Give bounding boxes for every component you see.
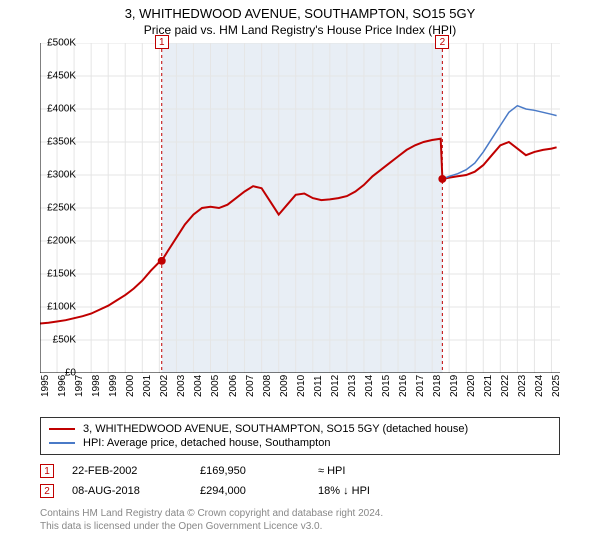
sale-marker-flag: 1 bbox=[155, 35, 169, 49]
y-tick-label: £150K bbox=[36, 269, 76, 280]
x-tick-label: 2016 bbox=[398, 375, 409, 397]
x-tick-label: 2004 bbox=[193, 375, 204, 397]
x-tick-label: 2007 bbox=[245, 375, 256, 397]
footer-line-2: This data is licensed under the Open Gov… bbox=[40, 520, 560, 533]
x-tick-label: 2000 bbox=[125, 375, 136, 397]
legend-row: 3, WHITHEDWOOD AVENUE, SOUTHAMPTON, SO15… bbox=[49, 422, 551, 436]
legend-swatch bbox=[49, 428, 75, 430]
footer-attribution: Contains HM Land Registry data © Crown c… bbox=[40, 507, 560, 533]
x-tick-label: 2023 bbox=[517, 375, 528, 397]
legend-swatch bbox=[49, 442, 75, 444]
x-tick-label: 2014 bbox=[364, 375, 375, 397]
footer-line-1: Contains HM Land Registry data © Crown c… bbox=[40, 507, 560, 520]
y-tick-label: £100K bbox=[36, 302, 76, 313]
x-tick-label: 2021 bbox=[483, 375, 494, 397]
y-tick-label: £300K bbox=[36, 170, 76, 181]
x-tick-label: 2018 bbox=[432, 375, 443, 397]
x-axis-labels: 1995 1996 1997 1998 1999 2000 2001 2002 2003 2004… bbox=[40, 373, 560, 413]
x-tick-label: 1996 bbox=[57, 375, 68, 397]
x-tick-label: 2024 bbox=[534, 375, 545, 397]
y-tick-label: £250K bbox=[36, 203, 76, 214]
x-tick-label: 2010 bbox=[296, 375, 307, 397]
x-tick-label: 2012 bbox=[330, 375, 341, 397]
x-tick-label: 2003 bbox=[176, 375, 187, 397]
sale-row: 2 08-AUG-2018 £294,000 18% ↓ HPI bbox=[40, 481, 560, 501]
sale-row: 1 22-FEB-2002 £169,950 ≈ HPI bbox=[40, 461, 560, 481]
x-tick-label: 2009 bbox=[279, 375, 290, 397]
chart-svg bbox=[40, 43, 560, 373]
sales-table: 1 22-FEB-2002 £169,950 ≈ HPI 2 08-AUG-2018 £29… bbox=[40, 461, 560, 501]
x-tick-label: 2005 bbox=[210, 375, 221, 397]
chart-container: 3, WHITHEDWOOD AVENUE, SOUTHAMPTON, SO15… bbox=[0, 0, 600, 560]
sale-marker-flag: 2 bbox=[435, 35, 449, 49]
x-tick-label: 2001 bbox=[142, 375, 153, 397]
x-tick-label: 2006 bbox=[228, 375, 239, 397]
chart-title: 3, WHITHEDWOOD AVENUE, SOUTHAMPTON, SO15… bbox=[0, 0, 600, 21]
legend-label: 3, WHITHEDWOOD AVENUE, SOUTHAMPTON, SO15… bbox=[83, 423, 468, 435]
legend-label: HPI: Average price, detached house, Sout… bbox=[83, 437, 330, 449]
legend-row: HPI: Average price, detached house, Sout… bbox=[49, 436, 551, 450]
legend-box: 3, WHITHEDWOOD AVENUE, SOUTHAMPTON, SO15… bbox=[40, 417, 560, 455]
x-tick-label: 2002 bbox=[159, 375, 170, 397]
y-tick-label: £350K bbox=[36, 137, 76, 148]
y-tick-label: £200K bbox=[36, 236, 76, 247]
chart-subtitle: Price paid vs. HM Land Registry's House … bbox=[0, 21, 600, 43]
x-tick-label: 1998 bbox=[91, 375, 102, 397]
x-tick-label: 1999 bbox=[108, 375, 119, 397]
sale-marker-box: 1 bbox=[40, 464, 54, 478]
x-tick-label: 1995 bbox=[40, 375, 51, 397]
x-tick-label: 2013 bbox=[347, 375, 358, 397]
y-tick-label: £400K bbox=[36, 104, 76, 115]
chart-area: £0£50K£100K£150K£200K£250K£300K£350K£400… bbox=[40, 43, 600, 373]
sale-date: 22-FEB-2002 bbox=[72, 465, 182, 477]
x-tick-label: 2022 bbox=[500, 375, 511, 397]
y-tick-label: £450K bbox=[36, 71, 76, 82]
sale-price: £169,950 bbox=[200, 465, 300, 477]
y-tick-label: £500K bbox=[36, 38, 76, 49]
x-tick-label: 2017 bbox=[415, 375, 426, 397]
sale-marker-box: 2 bbox=[40, 484, 54, 498]
x-tick-label: 2020 bbox=[466, 375, 477, 397]
x-tick-label: 2015 bbox=[381, 375, 392, 397]
x-tick-label: 2025 bbox=[551, 375, 562, 397]
sale-diff: 18% ↓ HPI bbox=[318, 485, 418, 497]
x-tick-label: 1997 bbox=[74, 375, 85, 397]
sale-diff: ≈ HPI bbox=[318, 465, 418, 477]
x-tick-label: 2011 bbox=[313, 375, 324, 397]
x-tick-label: 2008 bbox=[262, 375, 273, 397]
y-tick-label: £50K bbox=[36, 335, 76, 346]
sale-price: £294,000 bbox=[200, 485, 300, 497]
x-tick-label: 2019 bbox=[449, 375, 460, 397]
sale-date: 08-AUG-2018 bbox=[72, 485, 182, 497]
